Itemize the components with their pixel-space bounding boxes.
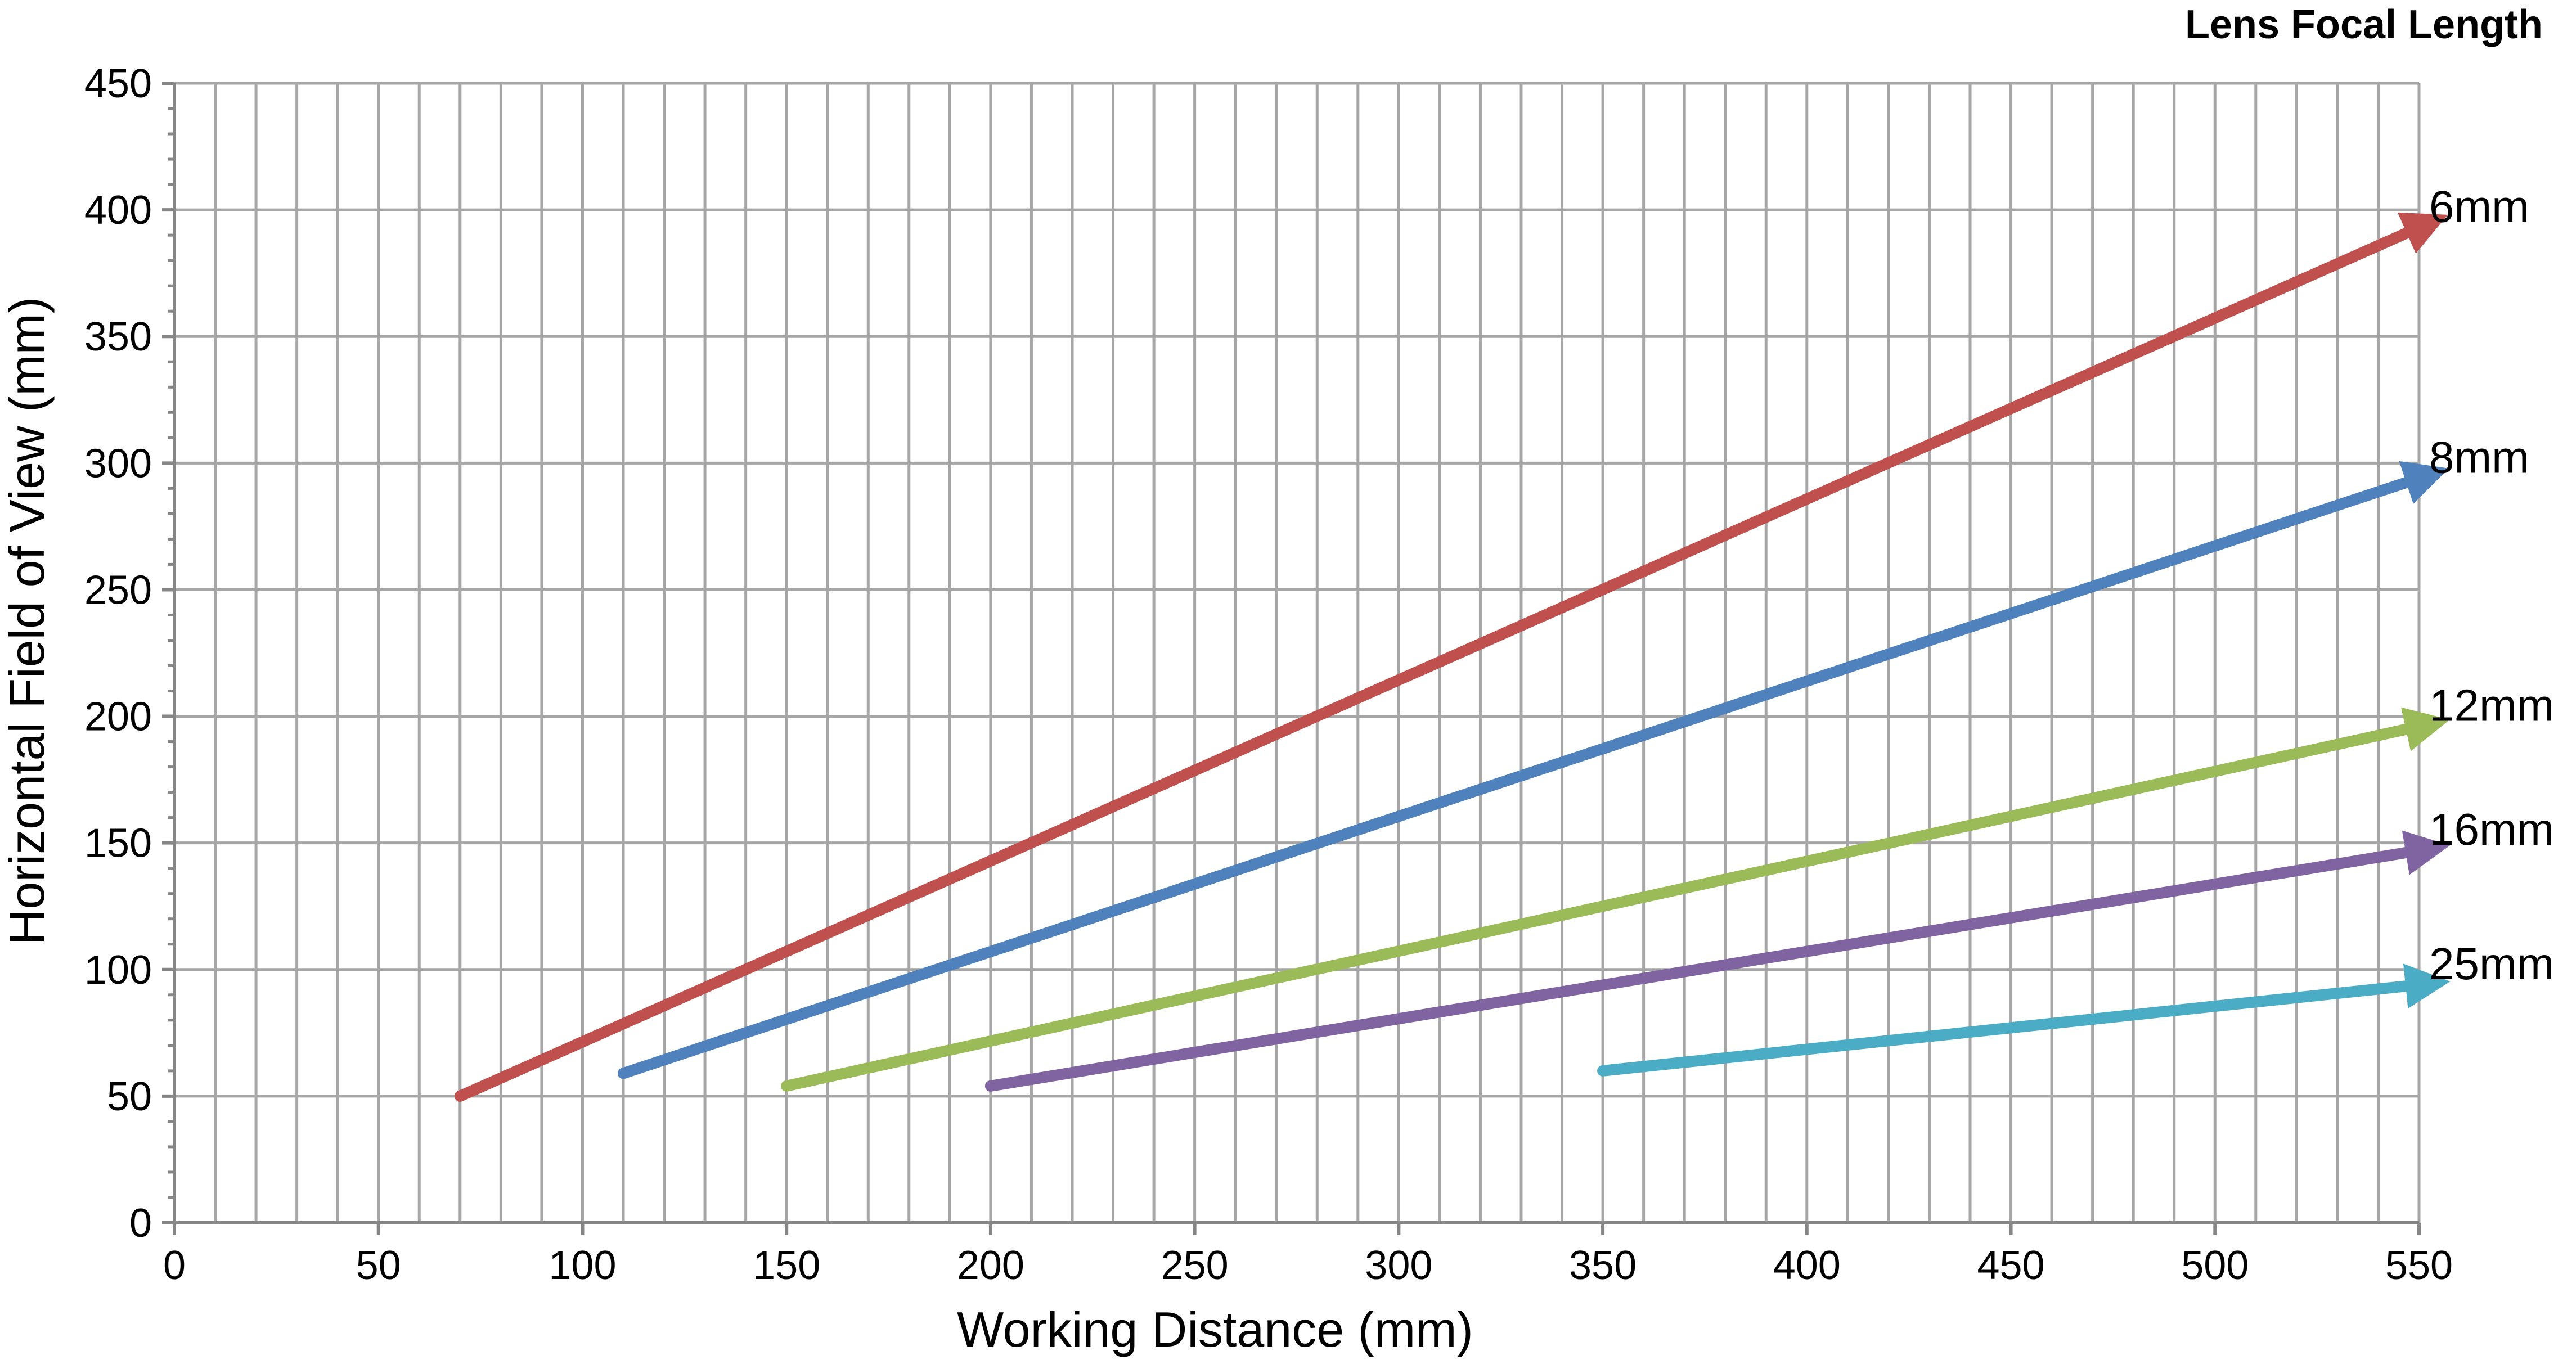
x-tick-label: 300 [1365, 1243, 1432, 1288]
series-line-25mm [1597, 963, 2451, 1077]
x-axis-title: Working Distance (mm) [957, 1302, 1473, 1357]
y-tick-label: 100 [84, 948, 152, 993]
series-label-6mm: 6mm [2429, 182, 2529, 232]
x-tick-label: 450 [1977, 1243, 2044, 1288]
series-line-6mm [454, 212, 2448, 1102]
y-tick-label: 350 [84, 314, 152, 359]
x-tick-labels: 0 50 100 150 200 250 300 350 400 450 500 550 [163, 1243, 2453, 1288]
series-labels: 6mm 8mm 12mm 16mm 25mm [2429, 182, 2554, 989]
series-label-8mm: 8mm [2429, 432, 2529, 482]
series-line-12mm [781, 707, 2450, 1092]
x-tick-label: 50 [356, 1243, 401, 1288]
y-axis-title: Horizontal Field of View (mm) [0, 297, 55, 945]
y-tick-label: 250 [84, 568, 152, 613]
y-tick-label: 0 [129, 1201, 152, 1246]
x-tick-label: 0 [163, 1243, 186, 1288]
series-line-8mm [618, 461, 2449, 1079]
y-tick-labels: 0 50 100 150 200 250 300 350 400 450 [84, 61, 152, 1246]
axes [162, 82, 2421, 1235]
x-tick-label: 150 [753, 1243, 820, 1288]
legend-title: Lens Focal Length [2185, 2, 2543, 47]
x-tick-label: 350 [1569, 1243, 1637, 1288]
x-tick-label: 500 [2181, 1243, 2249, 1288]
series-label-25mm: 25mm [2429, 939, 2554, 989]
series-label-16mm: 16mm [2429, 804, 2554, 854]
series-lines [454, 212, 2451, 1102]
x-tick-label: 250 [1161, 1243, 1229, 1288]
y-tick-label: 450 [84, 61, 152, 106]
y-tick-label: 400 [84, 188, 152, 233]
y-tick-label: 150 [84, 821, 152, 866]
x-tick-label: 100 [549, 1243, 616, 1288]
x-tick-label: 400 [1773, 1243, 1841, 1288]
grid [174, 82, 2421, 1223]
x-tick-label: 550 [2385, 1243, 2453, 1288]
y-tick-label: 200 [84, 695, 152, 740]
x-tick-label: 200 [957, 1243, 1024, 1288]
y-tick-label: 300 [84, 441, 152, 486]
series-line-16mm [984, 830, 2451, 1092]
y-tick-label: 50 [107, 1074, 152, 1119]
series-label-12mm: 12mm [2429, 681, 2554, 731]
